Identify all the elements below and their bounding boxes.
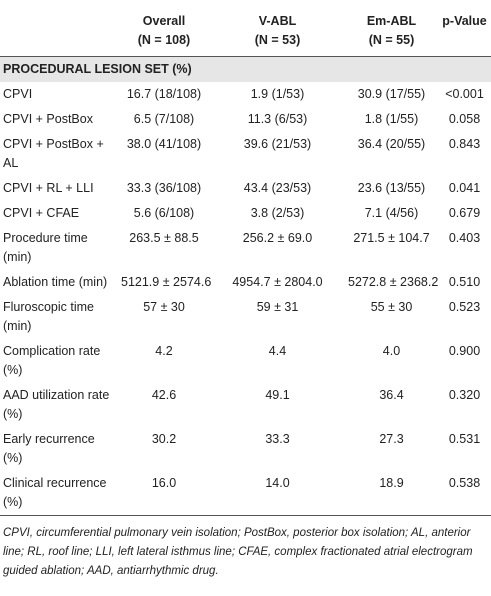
column-n: (N = 55) (368, 33, 415, 47)
row-label: AAD utilization rate (%) (3, 388, 110, 421)
cell-value: 0.900 (448, 344, 481, 358)
row-label: Ablation time (min) (3, 275, 108, 289)
column-header: p-Value (438, 6, 491, 57)
table-row: Early recurrence (%) 30.2 33.3 27.3 0.531 (0, 427, 491, 471)
cell-value: 7.1 (4/56) (364, 206, 419, 220)
cell-value: 0.403 (448, 231, 481, 245)
cell-value: 4.0 (382, 344, 401, 358)
row-label: Fluroscopic time (min) (3, 300, 94, 333)
cell-value: 4.4 (268, 344, 287, 358)
cell-value: 4954.7 ± 2804.0 (232, 275, 323, 289)
results-table: Overall (N = 108) V-ABL (N = 53) Em-ABL (N = … (0, 6, 491, 516)
row-label: CPVI + PostBox (3, 112, 93, 126)
cell-value: 0.531 (448, 432, 481, 446)
table-body: PROCEDURAL LESION SET (%) CPVI 16.7 (18/1… (0, 56, 491, 516)
column-n: (N = 108) (137, 33, 191, 47)
cell-value: 39.6 (21/53) (243, 137, 312, 151)
table-row: Fluroscopic time (min) 57 ± 30 59 ± 31 55 ±… (0, 295, 491, 339)
cell-value: 36.4 (379, 388, 404, 402)
cell-value: 42.6 (151, 388, 177, 402)
section-row: PROCEDURAL LESION SET (%) (0, 56, 491, 82)
cell-value: 5121.9 ± 2574.6 (121, 275, 212, 289)
cell-value: 0.320 (448, 388, 481, 402)
column-name: p-Value (442, 14, 487, 28)
cell-value: <0.001 (445, 87, 484, 101)
cell-value: 59 ± 31 (256, 300, 299, 314)
table-row: Complication rate (%) 4.2 4.4 4.0 0.900 (0, 339, 491, 383)
section-title: PROCEDURAL LESION SET (%) (0, 56, 491, 82)
cell-value: 55 ± 30 (370, 300, 413, 314)
table-row: CPVI + PostBox + AL 38.0 (41/108) 39.6 (21… (0, 132, 491, 176)
cell-value: 57 ± 30 (143, 300, 185, 314)
cell-value: 1.9 (1/53) (250, 87, 305, 101)
column-name: Overall (142, 14, 186, 28)
cell-value: 271.5 ± 104.7 (353, 231, 430, 245)
column-header: Overall (N = 108) (118, 6, 210, 57)
cell-value: 0.679 (448, 206, 481, 220)
cell-value: 36.4 (20/55) (357, 137, 426, 151)
row-label: Complication rate (%) (3, 344, 101, 377)
cell-value: 0.538 (448, 476, 481, 490)
table-row: CPVI + PostBox 6.5 (7/108) 11.3 (6/53) 1.8 … (0, 107, 491, 132)
cell-value: 30.2 (151, 432, 177, 446)
corner-cell (0, 6, 118, 57)
cell-value: 43.4 (23/53) (243, 181, 312, 195)
column-name: Em-ABL (366, 14, 417, 28)
footnote: CPVI, circumferential pulmonary vein iso… (3, 527, 473, 577)
cell-value: 0.041 (448, 181, 481, 195)
table-row: CPVI 16.7 (18/108) 1.9 (1/53) 30.9 (17/55) <… (0, 82, 491, 107)
cell-value: 263.5 ± 88.5 (129, 231, 199, 245)
table-row: Ablation time (min) 5121.9 ± 2574.6 4954.7… (0, 270, 491, 295)
cell-value: 14.0 (265, 476, 290, 490)
cell-value: 0.510 (448, 275, 481, 289)
table-row: CPVI + RL + LLI 33.3 (36/108) 43.4 (23/53)… (0, 176, 491, 201)
cell-value: 33.3 (36/108) (126, 181, 202, 195)
row-label: CPVI + PostBox + AL (3, 137, 104, 170)
cell-value: 16.0 (151, 476, 177, 490)
cell-value: 23.6 (13/55) (357, 181, 426, 195)
cell-value: 0.058 (448, 112, 481, 126)
cell-value: 6.5 (7/108) (133, 112, 195, 126)
header-row: Overall (N = 108) V-ABL (N = 53) Em-ABL (N = … (0, 6, 491, 57)
cell-value: 18.9 (379, 476, 404, 490)
table-row: Procedure time (min) 263.5 ± 88.5 256.2 ± … (0, 226, 491, 270)
row-label: Early recurrence (%) (3, 432, 95, 465)
row-label: CPVI (3, 87, 33, 101)
cell-value: 16.7 (18/108) (126, 87, 202, 101)
row-label: CPVI + CFAE (3, 206, 80, 220)
cell-value: 30.9 (17/55) (357, 87, 426, 101)
cell-value: 0.843 (448, 137, 481, 151)
page-body: {"table": { "columns": [ {"name": "Overa… (0, 6, 491, 596)
cell-value: 256.2 ± 69.0 (242, 231, 313, 245)
cell-value: 49.1 (265, 388, 290, 402)
table-row: CPVI + CFAE 5.6 (6/108) 3.8 (2/53) 7.1 (4/5… (0, 201, 491, 226)
cell-value: 38.0 (41/108) (126, 137, 202, 151)
column-name: V-ABL (258, 14, 297, 28)
cell-value: 27.3 (379, 432, 404, 446)
row-label: Clinical recurrence (%) (3, 476, 107, 509)
cell-value: 33.3 (265, 432, 290, 446)
cell-value: 11.3 (6/53) (247, 112, 308, 126)
table-row: AAD utilization rate (%) 42.6 49.1 36.4 0.32… (0, 383, 491, 427)
cell-value: 5.6 (6/108) (133, 206, 195, 220)
column-header: Em-ABL (N = 55) (345, 6, 438, 57)
cell-value: 3.8 (2/53) (250, 206, 305, 220)
cell-value: 4.2 (155, 344, 173, 358)
cell-value: 1.8 (1/55) (364, 112, 419, 126)
column-n: (N = 53) (254, 33, 301, 47)
column-header: V-ABL (N = 53) (210, 6, 345, 57)
cell-value: 5272.8 ± 2368.2 (348, 275, 439, 289)
table-row: Clinical recurrence (%) 16.0 14.0 18.9 0.538 (0, 471, 491, 516)
row-label: Procedure time (min) (3, 231, 88, 264)
row-label: CPVI + RL + LLI (3, 181, 94, 195)
cell-value: 0.523 (448, 300, 481, 314)
